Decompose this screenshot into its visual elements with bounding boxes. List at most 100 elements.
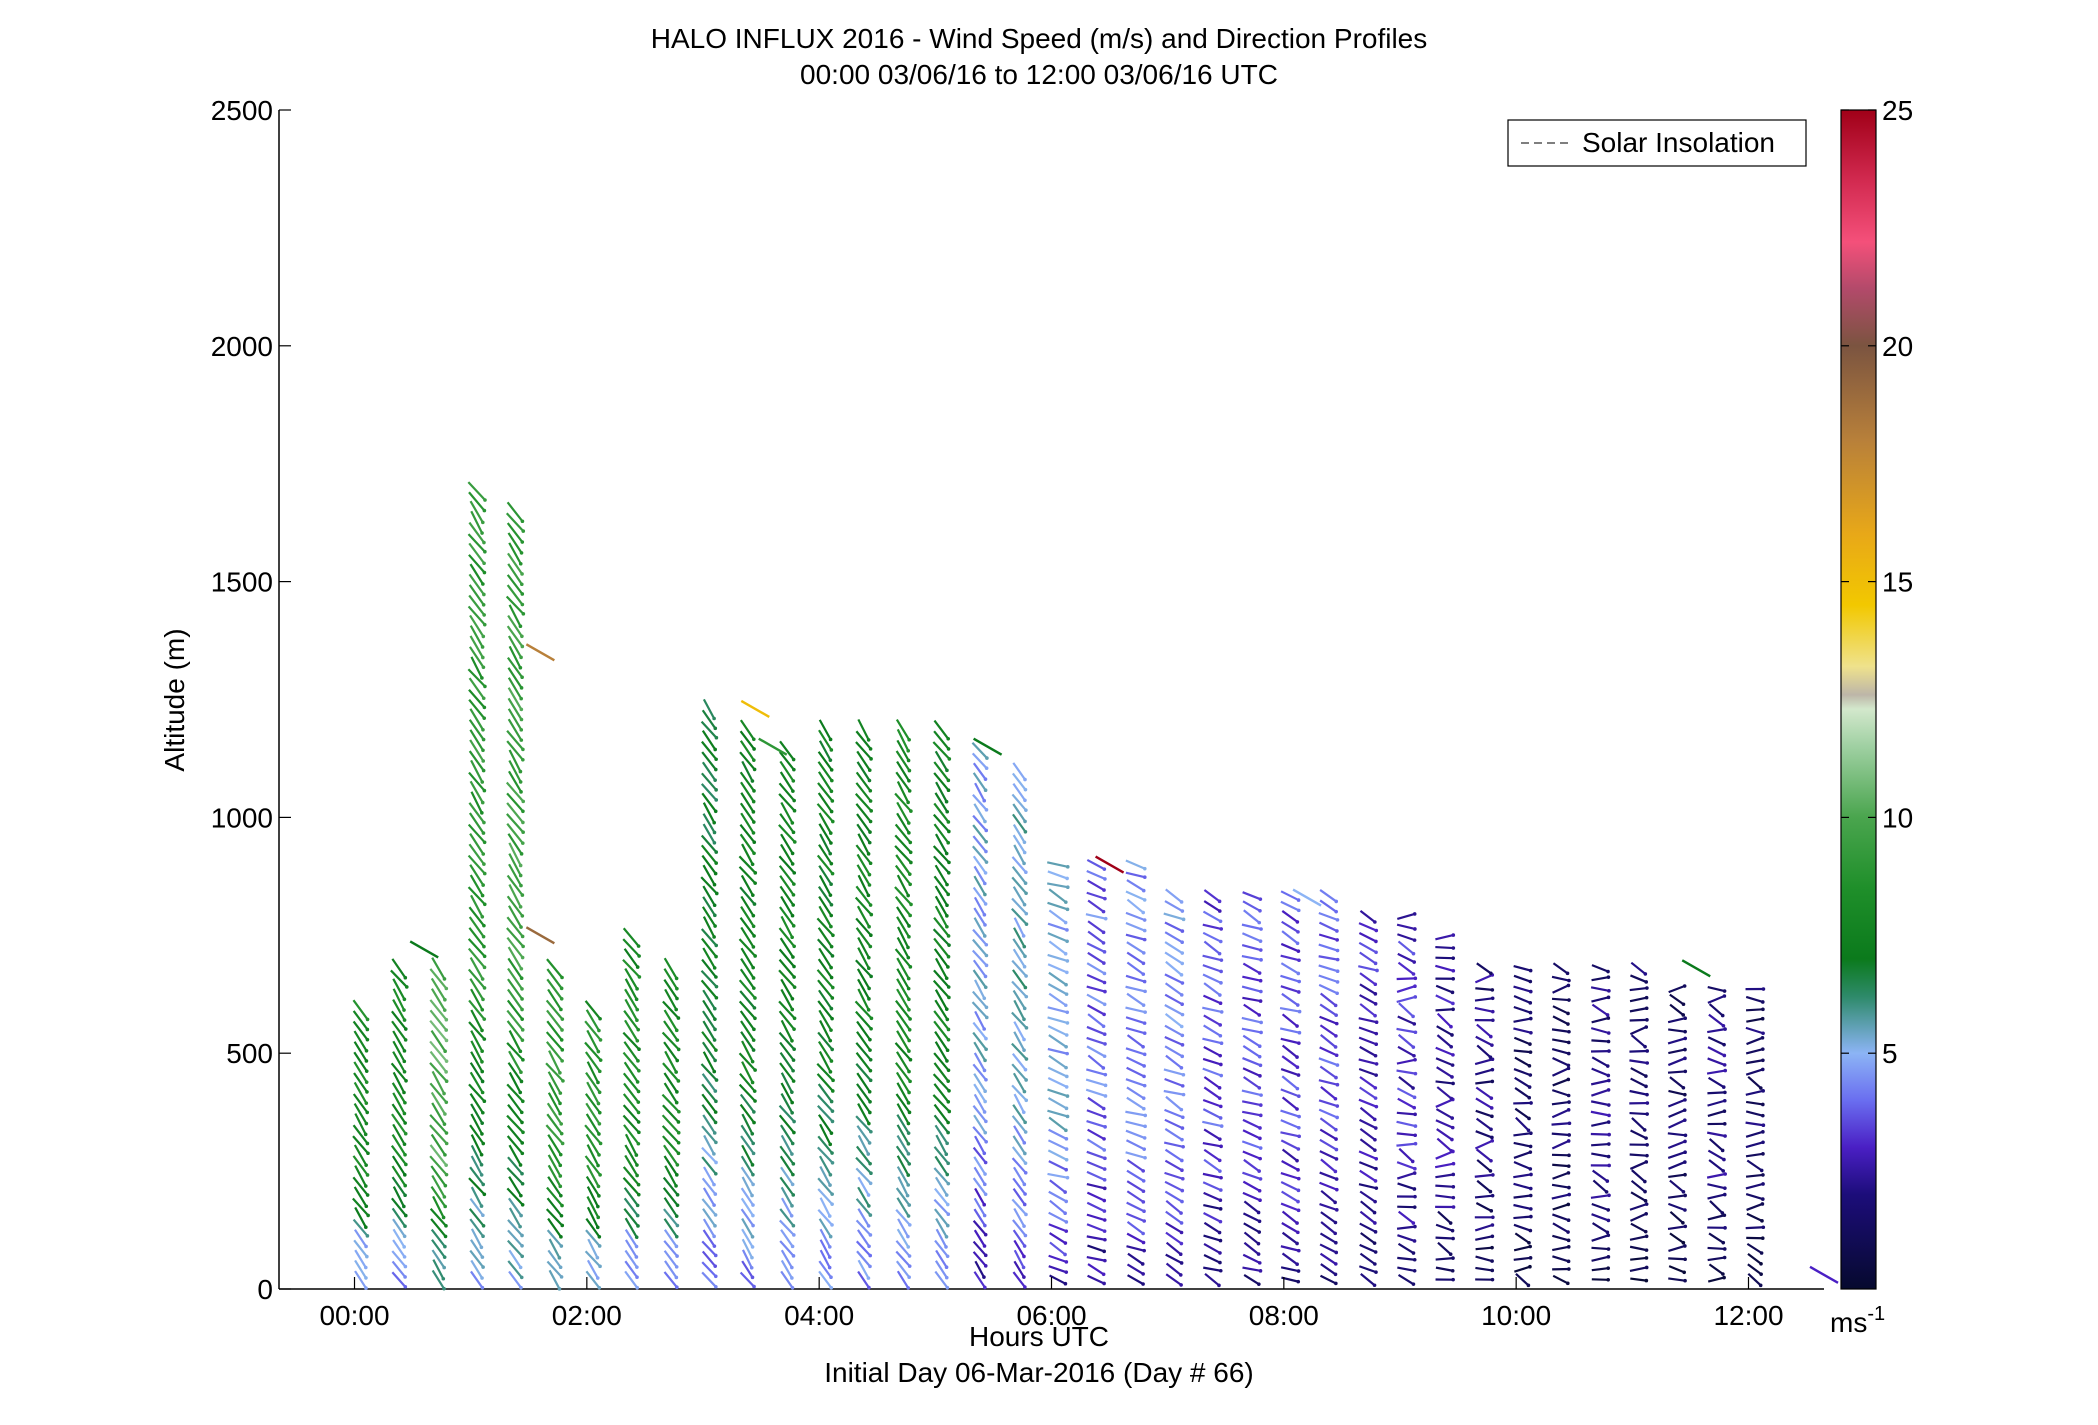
wind-stick-head	[1023, 1192, 1027, 1196]
wind-stick	[780, 801, 794, 824]
wind-stick-head	[946, 1120, 950, 1125]
wind-stick-head	[828, 893, 833, 897]
wind-stick-head	[520, 1244, 524, 1248]
wind-stick-head	[1528, 1001, 1533, 1005]
wind-stick	[1047, 1088, 1068, 1098]
wind-stick	[894, 886, 912, 906]
wind-stick-head	[829, 1006, 834, 1011]
wind-stick	[740, 1020, 755, 1041]
wind-stick	[507, 978, 523, 1000]
colorbar-tick-label: 5	[1882, 1038, 1898, 1069]
wind-stick	[1591, 1142, 1609, 1147]
wind-stick	[622, 938, 640, 957]
wind-stick	[1318, 943, 1338, 952]
wind-stick-head	[1606, 1255, 1611, 1259]
wind-stick-head	[714, 788, 718, 792]
wind-stick	[1669, 1179, 1685, 1193]
wind-stick-head	[1102, 1281, 1106, 1286]
wind-stick-head	[402, 1059, 407, 1064]
wind-stick-head	[402, 1111, 407, 1116]
wind-stick	[819, 1166, 832, 1186]
wind-stick-head	[1761, 1197, 1765, 1201]
wind-stick	[1165, 1253, 1183, 1264]
wind-stick-head	[1722, 1157, 1726, 1162]
wind-stick-head	[1102, 1209, 1107, 1213]
wind-stick	[740, 906, 755, 927]
wind-stick	[506, 1135, 524, 1155]
wind-stick-head	[907, 737, 911, 742]
wind-stick-head	[1022, 1244, 1027, 1248]
wind-stick	[896, 936, 910, 959]
wind-stick	[1203, 1128, 1221, 1141]
wind-stick	[1319, 1181, 1338, 1191]
wind-stick	[894, 845, 912, 864]
wind-stick-head	[1528, 1050, 1533, 1054]
wind-stick-head	[481, 934, 486, 939]
wind-stick	[430, 1091, 446, 1115]
wind-stick-head	[712, 966, 717, 970]
x-tick-label: 02:00	[552, 1300, 622, 1331]
wind-stick	[1202, 1037, 1222, 1045]
wind-stick	[1203, 1045, 1221, 1057]
wind-stick	[741, 760, 754, 782]
wind-stick	[507, 1229, 523, 1247]
wind-stick-head	[1683, 1160, 1687, 1164]
wind-stick-head	[867, 768, 872, 773]
wind-stick	[1708, 1263, 1724, 1275]
wind-stick	[392, 1030, 406, 1052]
wind-stick-head	[1374, 1020, 1379, 1025]
wind-stick	[623, 1187, 639, 1207]
wind-stick-head	[442, 1286, 446, 1291]
wind-stick-head	[1761, 1113, 1765, 1118]
wind-stick-head	[598, 1264, 602, 1269]
wind-stick	[1745, 1182, 1764, 1190]
wind-stick	[974, 1010, 986, 1030]
wind-stick-head	[984, 942, 989, 947]
wind-stick-head	[1142, 1021, 1147, 1025]
wind-stick-head	[559, 986, 564, 991]
wind-stick-head	[714, 735, 719, 740]
wind-stick	[702, 1010, 716, 1030]
wind-stick-head	[1488, 1189, 1493, 1194]
wind-stick	[1396, 1225, 1416, 1230]
wind-stick	[507, 635, 523, 658]
wind-stick	[1012, 824, 1026, 843]
wind-stick	[1242, 1110, 1261, 1117]
wind-stick-head	[480, 1069, 485, 1074]
wind-stick-head	[480, 977, 485, 981]
wind-stick	[856, 905, 871, 928]
wind-stick	[1631, 1169, 1646, 1183]
wind-stick-head	[1064, 982, 1068, 987]
wind-stick-head	[713, 1224, 717, 1228]
wind-stick-head	[1023, 1170, 1028, 1175]
wind-stick-head	[1566, 983, 1571, 988]
wind-stick	[1319, 899, 1337, 913]
wind-stick-head	[1065, 907, 1070, 912]
wind-stick	[548, 1050, 561, 1074]
wind-stick	[1396, 1058, 1416, 1065]
wind-stick	[1552, 1057, 1569, 1067]
wind-stick-head	[792, 808, 797, 813]
wind-stick-head	[1761, 1031, 1765, 1036]
wind-stick-head	[983, 1285, 987, 1290]
wind-stick-head	[1296, 1230, 1300, 1235]
wind-stick-head	[1606, 969, 1610, 974]
wind-stick-head	[713, 1192, 718, 1196]
wind-stick-head	[519, 696, 524, 701]
wind-stick-head	[1451, 1205, 1456, 1209]
wind-stick-head	[481, 655, 485, 660]
wind-stick-head	[1566, 1259, 1571, 1264]
wind-stick	[1241, 923, 1262, 931]
wind-stick-head	[1180, 1168, 1184, 1173]
wind-stick-head	[365, 1173, 370, 1177]
wind-stick-head	[907, 1110, 912, 1115]
wind-stick	[1281, 1096, 1298, 1110]
wind-stick	[392, 1186, 405, 1207]
wind-stick-head	[1490, 1139, 1495, 1143]
wind-stick	[1047, 1016, 1068, 1024]
wind-stick-head	[982, 996, 987, 1001]
wind-stick-head	[984, 828, 989, 833]
wind-stick	[468, 1021, 486, 1040]
wind-stick-head	[1142, 1147, 1146, 1151]
wind-stick	[935, 1228, 947, 1248]
